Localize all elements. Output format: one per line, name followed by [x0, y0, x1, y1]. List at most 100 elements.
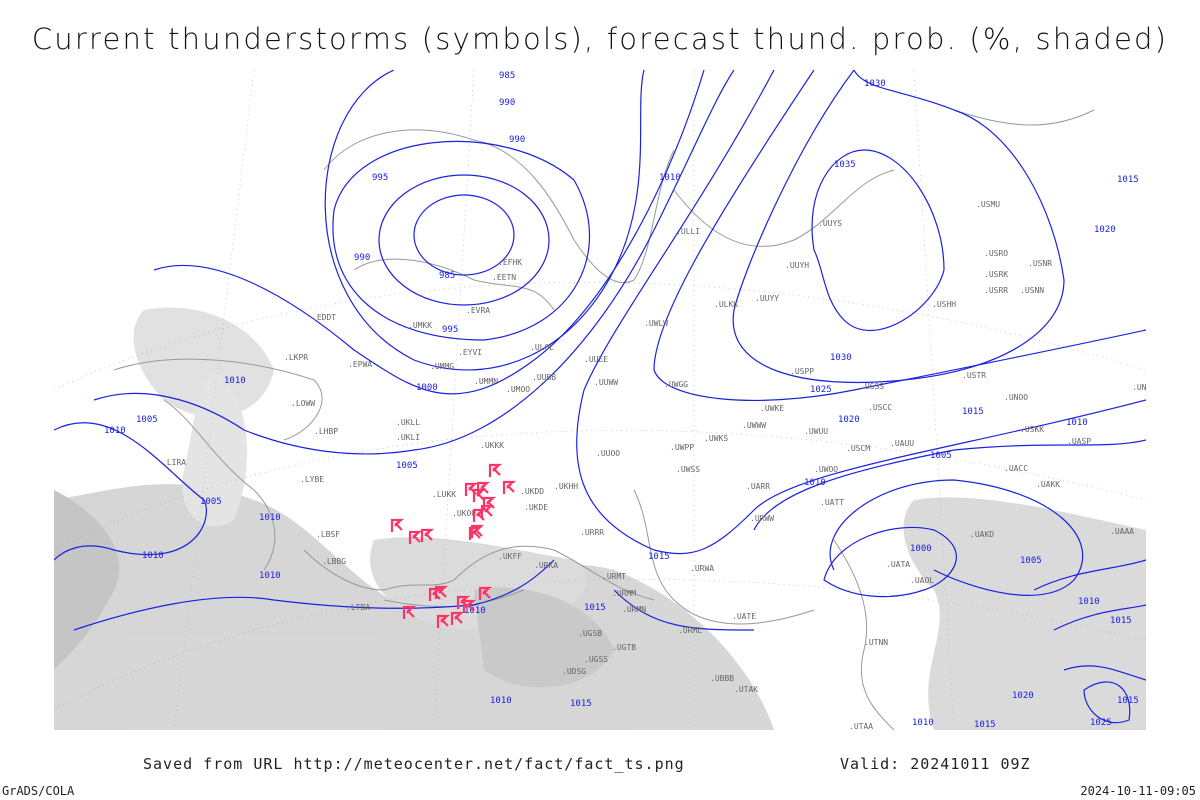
- isobar-label: 1020: [1012, 691, 1034, 701]
- isobar-label: 1015: [1110, 616, 1132, 626]
- isobars: [54, 70, 1146, 724]
- station-label: .UMMN: [474, 377, 498, 386]
- isobar-label: 1010: [1078, 597, 1100, 607]
- isobar-label: 1010: [142, 551, 164, 561]
- station-label: .UKLI: [396, 433, 420, 442]
- software-credit: GrADS/COLA: [2, 784, 75, 798]
- thunderstorm-symbol: [480, 504, 495, 518]
- thunderstorm-symbol: [436, 614, 451, 628]
- station-label: .EFHK: [498, 258, 522, 267]
- isobar-label: 1035: [834, 160, 856, 170]
- isobar-label: 1005: [200, 497, 222, 507]
- station-labels: .EDDT .EPWA .LKPR .LOWW .LHBP .LIRA .LYBE .LBSF…: [162, 200, 1146, 730]
- isobar-label: 1015: [570, 699, 592, 709]
- station-label: .EYVI: [458, 348, 482, 357]
- thunderstorm-symbol: [450, 611, 465, 625]
- isobar-label: 1010: [1066, 418, 1088, 428]
- coastlines-borders: [113, 109, 1095, 730]
- isobar-label: 1015: [1117, 696, 1139, 706]
- isobar-label: 1000: [416, 383, 438, 393]
- station-label: .URMM: [612, 589, 636, 598]
- thunderstorm-symbols: [390, 463, 517, 628]
- station-label: .UWSS: [676, 465, 700, 474]
- station-label: .LIRA: [162, 458, 186, 467]
- station-label: .ULOL: [530, 343, 554, 352]
- station-label: .UAKK: [1036, 480, 1060, 489]
- station-label: .EDDT: [312, 313, 336, 322]
- isobar-label: 1000: [910, 544, 932, 554]
- station-label: .UWKE: [760, 404, 784, 413]
- station-label: .LTBA: [346, 603, 370, 612]
- station-label: .UKKK: [480, 441, 504, 450]
- station-label: .UACC: [1004, 464, 1028, 473]
- station-label: .UAOL: [910, 576, 934, 585]
- isobar-label: 1010: [804, 478, 826, 488]
- isobar-label: 1010: [259, 571, 281, 581]
- isobar-label: 1030: [864, 79, 886, 89]
- valid-time: Valid: 20241011 09Z: [840, 755, 1031, 773]
- isobar-label: 1025: [810, 385, 832, 395]
- station-label: .URMT: [602, 572, 626, 581]
- station-label: .USRO: [984, 249, 1008, 258]
- station-label: .USMU: [976, 200, 1000, 209]
- station-label: .USKK: [1020, 425, 1044, 434]
- station-label: .USNN: [1020, 286, 1044, 295]
- isobar-label: 1015: [648, 552, 670, 562]
- station-label: .UGSB: [578, 629, 602, 638]
- source-url-text: Saved from URL http://meteocenter.net/fa…: [143, 755, 685, 773]
- station-label: .UGTB: [612, 643, 636, 652]
- thunderstorm-probability-shading: [54, 307, 1146, 730]
- station-label: .UKLL: [396, 418, 420, 427]
- graticule: [54, 70, 1146, 730]
- station-label: .UNBB: [1132, 383, 1146, 392]
- station-label: .USCC: [868, 403, 892, 412]
- isobar-label: 990: [509, 135, 525, 145]
- station-label: .LKPR: [284, 353, 308, 362]
- station-label: .URML: [678, 626, 702, 635]
- station-label: .UMOO: [506, 385, 530, 394]
- station-label: .UUYS: [818, 219, 842, 228]
- weather-map: 985 990 990 995 990 985 995 1000 1005 10…: [54, 70, 1146, 730]
- station-label: .UASP: [1067, 437, 1091, 446]
- isobar-label: 1010: [224, 376, 246, 386]
- station-label: .LBSF: [316, 530, 340, 539]
- thunderstorm-symbol: [470, 524, 485, 538]
- station-label: .EETN: [492, 273, 516, 282]
- station-label: .ULLI: [676, 227, 700, 236]
- station-label: .URKA: [534, 561, 558, 570]
- station-label: .USNR: [1028, 259, 1052, 268]
- station-label: .LYBE: [300, 475, 324, 484]
- station-label: .UUEE: [584, 355, 608, 364]
- station-label: .USPP: [790, 367, 814, 376]
- station-label: .UKDE: [524, 503, 548, 512]
- isobar-label: 1020: [838, 415, 860, 425]
- station-label: .UTAA: [849, 722, 873, 730]
- station-label: .LUKK: [432, 490, 456, 499]
- isobar-label: 1015: [962, 407, 984, 417]
- station-label: .UUYH: [785, 261, 809, 270]
- thunderstorm-symbol: [462, 599, 477, 613]
- generated-timestamp: 2024-10-11-09:05: [1080, 784, 1196, 798]
- isobar-label: 1015: [1117, 175, 1139, 185]
- station-label: .UKFF: [498, 552, 522, 561]
- isobar-label: 990: [499, 98, 515, 108]
- station-label: .UUOO: [596, 449, 620, 458]
- isobar-label: 1010: [912, 718, 934, 728]
- station-label: .USHH: [932, 300, 956, 309]
- station-label: .URMN: [622, 605, 646, 614]
- chart-title: Current thunderstorms (symbols), forecas…: [31, 22, 1169, 56]
- isobar-label: 1030: [830, 353, 852, 363]
- station-label: .USRR: [984, 286, 1008, 295]
- isobar-label: 1020: [1094, 225, 1116, 235]
- thunderstorm-symbol: [476, 481, 491, 495]
- isobar-label: 1025: [1090, 718, 1112, 728]
- station-label: .UUBB: [532, 373, 556, 382]
- station-label: .UWPP: [670, 443, 694, 452]
- station-label: .UBBB: [710, 674, 734, 683]
- isobar-label: 1005: [136, 415, 158, 425]
- station-label: .LOWW: [291, 399, 315, 408]
- station-label: .UATT: [820, 498, 844, 507]
- station-label: .UAKD: [970, 530, 994, 539]
- station-label: .USCM: [846, 444, 870, 453]
- station-label: .LHBP: [314, 427, 338, 436]
